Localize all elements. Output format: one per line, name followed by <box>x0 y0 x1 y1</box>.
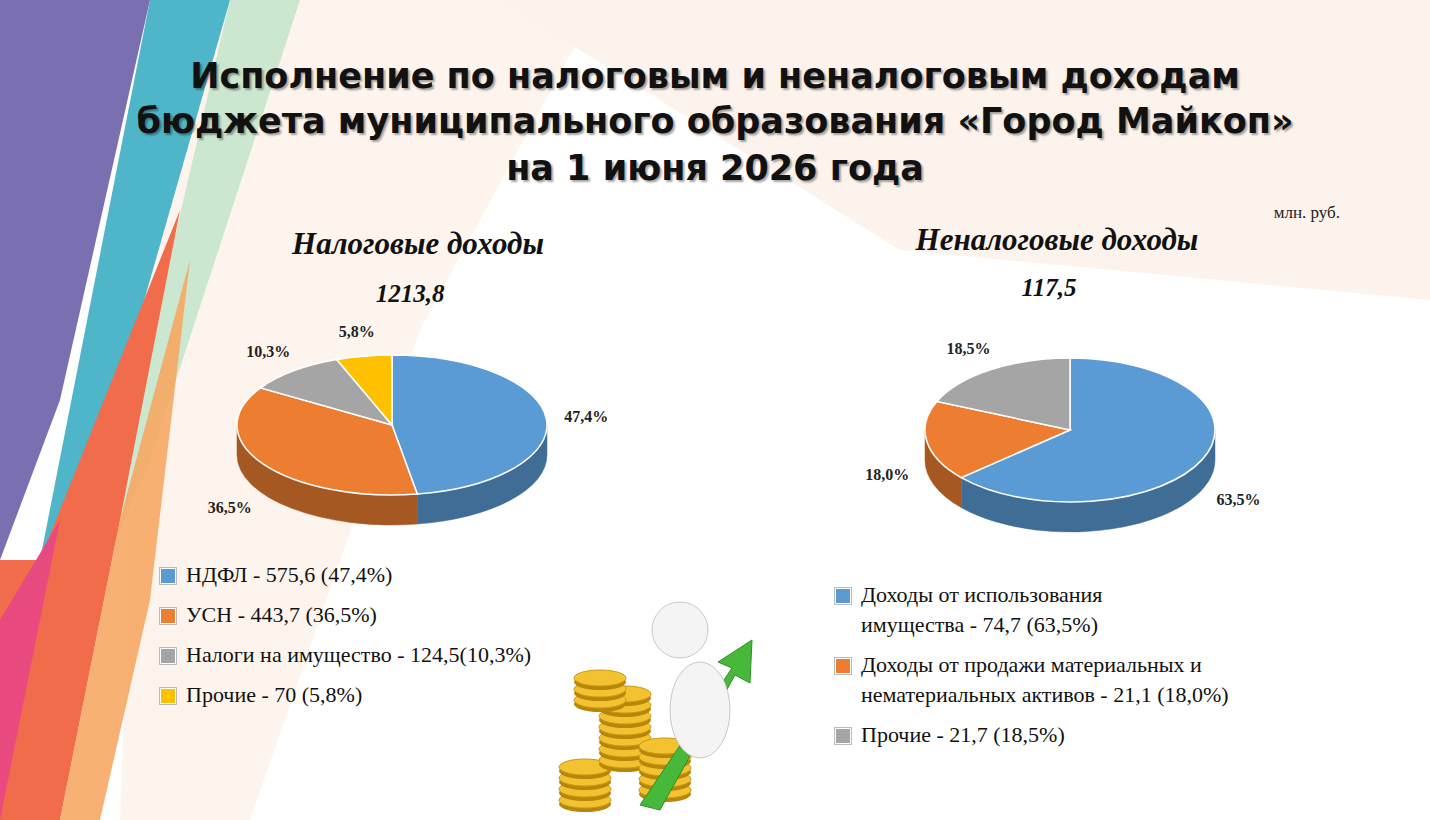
pie-chart: Налоговые доходы 1213,8 47,4% 36,5% 10,3% 5,8… <box>208 226 609 525</box>
main-title: на 1 июня 2026 года <box>506 148 924 188</box>
legend-swatch <box>835 588 851 604</box>
coins-illustration <box>559 602 752 812</box>
legend-swatch <box>160 688 176 704</box>
pie-tops <box>925 358 1215 502</box>
legend-item: Прочие - 21,7 (18,5%) <box>835 720 1229 750</box>
legend-swatch <box>160 608 176 624</box>
legend-swatch <box>835 658 851 674</box>
main-title: бюджета муниципального образования «Горо… <box>136 101 1293 141</box>
legend-swatch <box>835 728 851 744</box>
legend-label: Налоги на имущество - 124,5(10,3%) <box>186 640 531 670</box>
legend-swatch <box>160 648 176 664</box>
legend: Доходы от использования имущества - 74,7… <box>835 580 1229 760</box>
legend-label: Прочие - 70 (5,8%) <box>186 680 362 710</box>
chart-title: Неналоговые доходы <box>915 222 1199 257</box>
legend-item: Доходы от использования имущества - 74,7… <box>835 580 1229 640</box>
legend-label: Доходы от продажи материальных и нематер… <box>861 650 1229 710</box>
bg-stripe <box>60 260 190 820</box>
legend-item: Прочие - 70 (5,8%) <box>160 680 531 710</box>
figure-head <box>652 602 708 658</box>
pie-chart: Неналоговые доходы 117,5 63,5% 18,0% 18,5% <box>865 222 1260 532</box>
legend-item: НДФЛ - 575,6 (47,4%) <box>160 560 531 590</box>
unit-label: млн. руб. <box>1274 203 1340 222</box>
slice <box>392 355 547 494</box>
legend: НДФЛ - 575,6 (47,4%) УСН - 443,7 (36,5%) Н… <box>160 560 531 720</box>
legend-label: Доходы от использования имущества - 74,7… <box>861 580 1102 640</box>
legend-label: УСН - 443,7 (36,5%) <box>186 600 377 630</box>
chart-title: Налоговые доходы <box>291 226 544 261</box>
bg-shape <box>500 0 1430 300</box>
data-label: 10,3% <box>246 343 290 360</box>
stage: Исполнение по налоговым и неналоговым до… <box>0 0 1430 820</box>
slice <box>937 358 1070 430</box>
bg-stripe <box>0 520 60 820</box>
pie-tops <box>237 355 547 495</box>
slice <box>337 355 392 425</box>
data-label: 18,0% <box>865 466 909 483</box>
data-label: 63,5% <box>1217 491 1261 508</box>
legend-item: УСН - 443,7 (36,5%) <box>160 600 531 630</box>
data-label: 47,4% <box>564 408 608 425</box>
figure-body <box>670 662 730 758</box>
main-title: Исполнение по налоговым и неналоговым до… <box>190 56 1240 96</box>
legend-swatch <box>160 568 176 584</box>
data-label: 18,5% <box>946 340 990 357</box>
legend-item: Налоги на имущество - 124,5(10,3%) <box>160 640 531 670</box>
legend-label: Прочие - 21,7 (18,5%) <box>861 720 1065 750</box>
background-decoration <box>0 0 1430 820</box>
arrow <box>640 640 752 810</box>
chart-total: 1213,8 <box>376 280 445 307</box>
chart-total: 117,5 <box>1022 274 1077 301</box>
data-label: 5,8% <box>339 323 375 340</box>
coin <box>574 670 626 686</box>
data-label: 36,5% <box>208 499 252 516</box>
legend-item: Доходы от продажи материальных и нематер… <box>835 650 1229 710</box>
legend-label: НДФЛ - 575,6 (47,4%) <box>186 560 392 590</box>
